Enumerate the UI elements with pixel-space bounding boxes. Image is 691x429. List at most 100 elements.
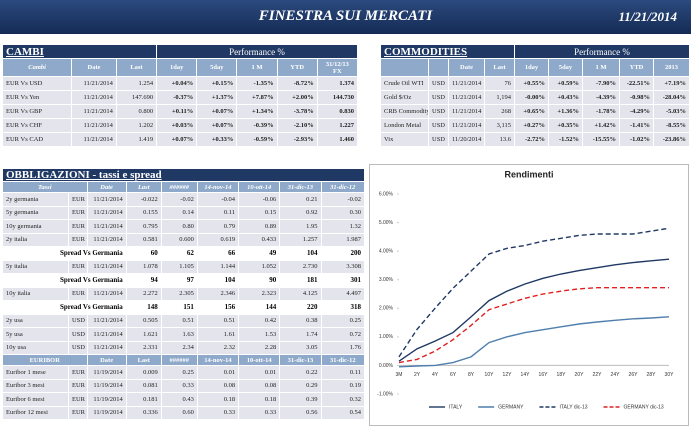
table-cell: -1.41% [619, 118, 654, 133]
table-cell: 1day [514, 58, 549, 77]
table-cell: EUR [67, 405, 88, 420]
table-cell: EUR [67, 378, 88, 393]
table-row: 2y germania EUR 11/21/2014 -0.022 -0.02 -0.04… [2, 192, 366, 207]
table-cell: Gold $/Oz [380, 90, 429, 105]
table-cell: ###### [160, 354, 198, 366]
table-row: COMMODITIES Performance % [380, 44, 690, 59]
table-cell: 5day [196, 58, 238, 77]
table-cell: 0.600 [160, 232, 198, 247]
table-cell: 11/21/2014 [86, 192, 127, 207]
table-cell: 0.79 [196, 219, 240, 234]
table-cell: 14-nov-14 [196, 181, 240, 193]
table-cell: +1.42% [582, 118, 620, 133]
table-cell: Date [86, 354, 127, 366]
table-cell: Date [448, 58, 485, 77]
table-cell: 1.202 [115, 118, 158, 133]
table-cell: 0.25 [320, 313, 366, 328]
table-cell: 11/21/2014 [86, 327, 127, 342]
table-row: Cambi Date Last 1day 5day 1 M YTD 31/12/13 FX [1, 58, 359, 77]
table-cell: 2y usa [2, 313, 69, 328]
table-row: 10y germania EUR 11/21/2014 0.795 0.80 0.79 0.… [2, 219, 366, 234]
table-cell: Vix [380, 132, 429, 147]
table-cell: 31/12/13 FX [316, 58, 359, 77]
table-cell: 151 [160, 300, 198, 315]
table-row: Euribor 3 mesi EUR 11/19/2014 0.081 0.33 0.08… [2, 378, 366, 393]
legend-label: GERMANY dic-13 [624, 404, 664, 410]
table-cell-blank [428, 58, 449, 77]
table-cell: 10y germania [2, 219, 69, 234]
table-cell: Tassi [2, 181, 88, 193]
y-tick-label: 0.00% [379, 363, 394, 369]
table-cell: -0.02 [320, 192, 366, 207]
legend-label: ITALY [449, 404, 463, 410]
table-cell: 11/21/2014 [86, 313, 127, 328]
table-cell: 2013 [653, 58, 690, 77]
table-cell: 11/19/2014 [86, 405, 127, 420]
table-cell: +2.00% [276, 90, 318, 105]
table-cell: 0.89 [238, 219, 281, 234]
table-cell: Crude Oil WTI [380, 76, 429, 91]
table-cell: 3.05 [279, 340, 322, 355]
table-cell: 62 [160, 246, 198, 261]
y-tick-label: 1.00% [379, 334, 394, 340]
table-cell: -1.78% [582, 104, 620, 119]
table-cell: EUR [67, 392, 88, 407]
table-cell: EUR [67, 192, 88, 207]
x-tick-label: 12Y [503, 372, 513, 378]
table-row: EUR Vs GBP 11/21/2014 0.800 +0.11% +0.07% +1.… [1, 104, 359, 119]
table-row: EURIBOR Date Last ###### 14-nov-14 10-ott-14 3… [2, 354, 366, 366]
table-cell: 0.581 [125, 232, 162, 247]
table-row: Euribor 12 mesi EUR 11/19/2014 0.336 0.60 0.3… [2, 405, 366, 420]
table-row: Date Last 1day 5day 1 M YTD 2013 [380, 58, 690, 77]
table-cell: 144 [238, 300, 281, 315]
table-cell: +1.37% [196, 90, 238, 105]
table-cell: USD [428, 118, 449, 133]
table-cell: -0.59% [236, 132, 278, 147]
table-cell: 0.181 [125, 392, 162, 407]
table-cell: 1 M [236, 58, 278, 77]
obbligazioni-table: OBBLIGAZIONI - tassi e spread Tassi Date La… [2, 168, 366, 420]
table-cell: 0.43 [160, 392, 198, 407]
series-line [398, 287, 669, 364]
table-cell: 0.51 [160, 313, 198, 328]
table-cell: 0.11 [196, 205, 240, 220]
x-tick-label: 14Y [521, 372, 531, 378]
table-cell: Euribor 3 mesi [2, 378, 69, 393]
x-tick-label: 6Y [450, 372, 457, 378]
table-cell: +0.15% [196, 76, 238, 91]
table-cell: 0.25 [160, 365, 198, 380]
series-line [398, 258, 670, 362]
table-cell: +0.07% [196, 104, 238, 119]
chart-frame [369, 164, 689, 426]
table-cell: +7.87% [236, 90, 278, 105]
table-cell: 11/19/2014 [86, 378, 127, 393]
table-cell: 147.690 [115, 90, 158, 105]
table-cell: 0.11 [320, 365, 366, 380]
table-cell: +0.55% [514, 76, 549, 91]
y-tick-label: 4.00% [379, 248, 394, 254]
table-cell: -0.00% [514, 90, 549, 105]
table-cell: 11/20/2014 [448, 132, 485, 147]
table-cell: -0.022 [125, 192, 162, 207]
table-cell: Last [484, 58, 515, 77]
table-cell: 97 [160, 273, 198, 288]
table-cell: Spread Vs Germania [2, 246, 127, 261]
chart: Rendimenti -1.00% 0.00% 1.00% 2.00% 3.00% 4.0… [369, 164, 689, 426]
table-cell: 2.323 [238, 286, 281, 301]
table-cell: -0.02 [160, 192, 198, 207]
table-cell: 2.32 [196, 340, 240, 355]
table-cell: 301 [320, 273, 366, 288]
table-cell: -0.04 [196, 192, 240, 207]
table-cell: 11/21/2014 [71, 90, 117, 105]
x-tick-label: 30Y [665, 372, 675, 378]
table-cell: Last [115, 58, 158, 77]
table-cell: 4.497 [320, 286, 366, 301]
table-cell: 181 [279, 273, 322, 288]
page-date: 11/21/2014 [618, 9, 677, 24]
table-cell: 11/21/2014 [71, 104, 117, 119]
table-cell: 0.18 [238, 392, 281, 407]
table-row: EUR Vs Yen 11/21/2014 147.690 -0.37% +1.37% +… [1, 90, 359, 105]
table-cell: 2.272 [125, 286, 162, 301]
table-cell: 0.619 [196, 232, 240, 247]
table-cell: 268 [484, 104, 515, 119]
